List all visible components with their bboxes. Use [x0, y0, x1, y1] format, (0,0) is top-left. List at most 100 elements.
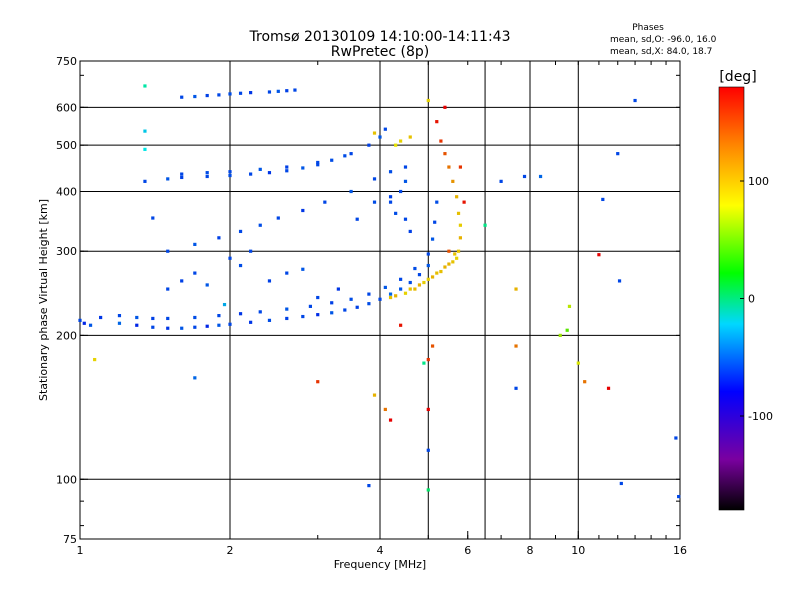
data-point	[383, 127, 387, 131]
data-point	[238, 91, 243, 95]
data-point	[238, 229, 243, 234]
data-point	[367, 484, 371, 488]
data-point	[135, 315, 139, 320]
data-point	[166, 249, 170, 253]
data-point	[619, 481, 623, 486]
x-tick-label: 16	[673, 544, 687, 557]
y-tick-label: 200	[56, 329, 77, 342]
data-point	[378, 297, 382, 301]
data-point	[388, 200, 393, 204]
data-point	[308, 304, 313, 308]
data-point	[276, 89, 280, 93]
data-point	[330, 158, 334, 162]
data-point	[674, 436, 678, 440]
data-point	[372, 177, 377, 181]
data-point	[451, 179, 455, 183]
data-point	[217, 236, 221, 240]
data-point	[443, 152, 447, 156]
data-point	[388, 418, 393, 422]
data-point	[293, 88, 297, 92]
data-point	[447, 262, 451, 266]
data-points	[78, 84, 681, 499]
data-point	[143, 84, 147, 88]
colorbar-ticks: 100 0 -100	[740, 175, 773, 423]
data-point	[228, 92, 232, 96]
x-axis: 1 2 4 6 8 10 16	[77, 61, 687, 557]
data-point	[616, 152, 620, 156]
data-point	[349, 189, 353, 194]
data-point	[285, 271, 289, 275]
data-point	[143, 147, 147, 151]
data-point	[143, 179, 147, 183]
data-point	[430, 237, 435, 241]
chart-title: Tromsø 20130109 14:10:00-14:11:43	[249, 29, 511, 45]
data-point	[316, 295, 320, 300]
colorbar-unit: [deg]	[719, 69, 756, 85]
data-point	[193, 325, 197, 329]
data-point	[99, 315, 103, 320]
data-point	[166, 326, 170, 330]
data-point	[316, 163, 320, 167]
data-point	[258, 223, 262, 227]
data-point	[222, 302, 227, 307]
phases-x-stats: mean, sd,X: 84.0, 18.7	[610, 47, 712, 57]
data-point	[430, 275, 435, 279]
data-point	[522, 174, 527, 179]
data-point	[343, 308, 347, 312]
y-tick-label: 750	[56, 55, 77, 68]
data-point	[383, 407, 387, 412]
data-point	[267, 171, 272, 175]
data-point	[399, 287, 403, 291]
data-point	[426, 252, 430, 256]
data-point	[249, 91, 253, 95]
data-point	[135, 323, 139, 327]
data-point	[399, 139, 403, 143]
data-point	[205, 93, 209, 98]
data-point	[483, 223, 487, 227]
data-point	[426, 488, 430, 492]
data-point	[426, 263, 430, 268]
data-point	[399, 189, 403, 194]
data-point	[249, 320, 253, 324]
data-point	[180, 326, 184, 330]
data-point	[217, 314, 221, 318]
y-tick-label: 75	[63, 533, 77, 546]
data-point	[567, 304, 572, 308]
data-point	[372, 131, 377, 135]
data-point	[316, 380, 320, 384]
data-point	[193, 376, 197, 380]
data-point	[355, 217, 359, 221]
phases-o-stats: mean, sd,O: -96.0, 16.0	[610, 35, 717, 45]
data-point	[301, 314, 305, 319]
data-point	[378, 135, 382, 139]
y-tick-label: 300	[56, 245, 77, 258]
data-point	[426, 357, 430, 362]
data-point	[372, 200, 377, 204]
x-tick-label: 1	[77, 544, 84, 557]
data-point	[349, 297, 353, 301]
data-point	[453, 252, 457, 256]
data-point	[394, 211, 398, 215]
data-point	[403, 165, 408, 169]
data-point	[249, 249, 253, 253]
data-point	[336, 287, 340, 291]
data-point	[249, 172, 253, 176]
data-point	[451, 260, 455, 264]
data-point	[228, 173, 232, 178]
data-point	[417, 283, 422, 287]
data-point	[151, 325, 155, 329]
data-point	[88, 323, 93, 327]
y-tick-label: 600	[56, 101, 77, 114]
data-point	[447, 165, 451, 169]
data-point	[403, 291, 408, 295]
data-point	[258, 310, 262, 314]
data-point	[301, 166, 305, 170]
data-point	[439, 139, 443, 143]
data-point	[267, 90, 272, 94]
y-tick-label: 400	[56, 185, 77, 198]
data-point	[443, 265, 447, 269]
data-point	[285, 169, 289, 173]
data-point	[633, 98, 637, 103]
data-point	[285, 89, 289, 93]
